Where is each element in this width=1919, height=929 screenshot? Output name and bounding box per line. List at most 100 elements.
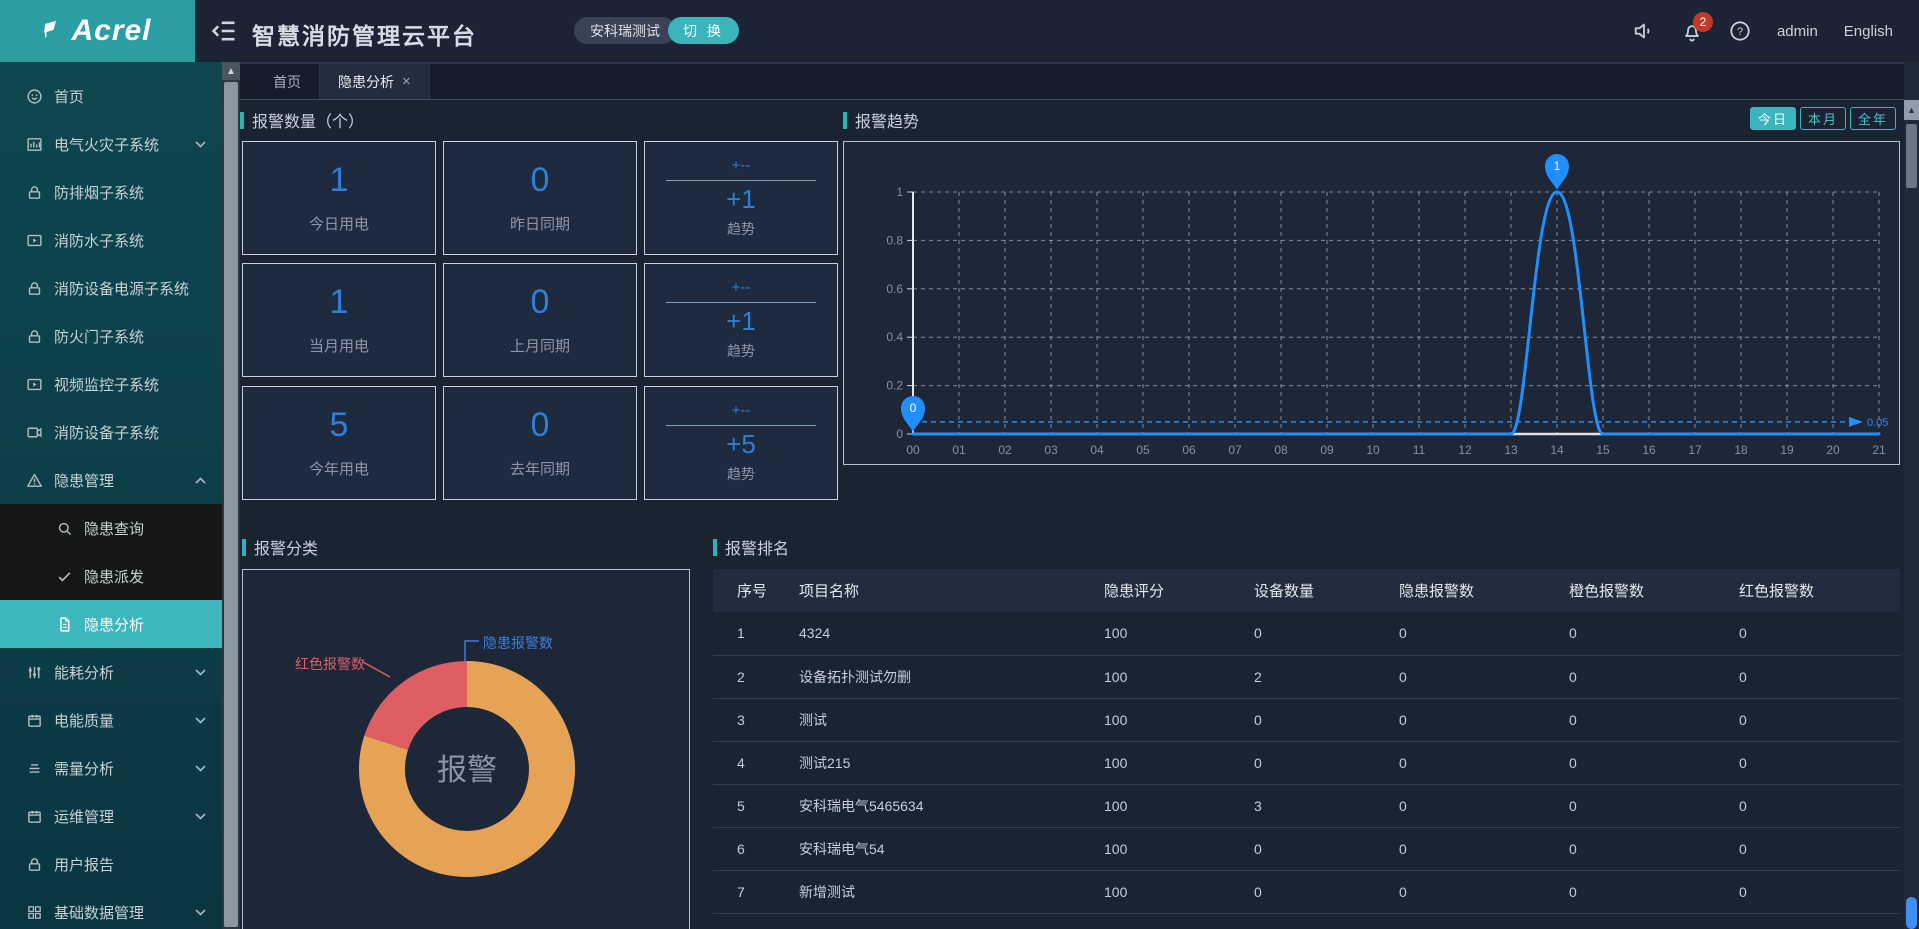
table-cell: 0	[1375, 827, 1545, 870]
svg-text:08: 08	[1274, 443, 1288, 457]
speaker-icon[interactable]	[1633, 20, 1655, 42]
svg-text:18: 18	[1734, 443, 1748, 457]
range-button-0[interactable]: 今日	[1750, 107, 1796, 130]
tab-hazard-analysis[interactable]: 隐患分析×	[320, 64, 430, 99]
card-value: 1	[330, 162, 349, 199]
table-row[interactable]: 5安科瑞电气54656341003000	[713, 784, 1900, 827]
sidebar-item-fire-door[interactable]: 防火门子系统	[0, 312, 222, 360]
svg-text:06: 06	[1182, 443, 1196, 457]
table-cell: 0	[1375, 655, 1545, 698]
search-icon	[56, 520, 73, 537]
card-label: 趋势	[727, 341, 755, 361]
table-row[interactable]: 3测试1000000	[713, 698, 1900, 741]
sidebar-item-label: 需量分析	[54, 758, 114, 779]
sidebar-item-energy-analysis[interactable]: 能耗分析	[0, 648, 222, 696]
notifications[interactable]: 2	[1681, 20, 1703, 42]
home-icon	[26, 88, 43, 105]
svg-text:10: 10	[1366, 443, 1380, 457]
sidebar-item-user-report[interactable]: 用户报告	[0, 840, 222, 888]
card-label: 当月用电	[309, 335, 369, 356]
table-cell: 0	[1230, 870, 1375, 913]
table-row[interactable]: 7新增测试1000000	[713, 870, 1900, 913]
sidebar-item-label: 用户报告	[54, 854, 114, 875]
alarm-rank-title: 报警排名	[713, 535, 789, 559]
sidebar-item-label: 隐患管理	[54, 470, 114, 491]
alarm-count-title: 报警数量（个）	[240, 108, 364, 132]
table-cell: 0	[1715, 612, 1900, 655]
alarm-category-donut: 报警	[243, 570, 689, 929]
table-scrollbar-thumb[interactable]	[1906, 897, 1917, 929]
table-row[interactable]: 143241000000	[713, 612, 1900, 655]
table-cell: 0	[1375, 612, 1545, 655]
card-label: 趋势	[727, 219, 755, 239]
table-cell: 5	[713, 784, 775, 827]
sidebar-item-fire-power[interactable]: 消防设备电源子系统	[0, 264, 222, 312]
user-menu[interactable]: admin	[1777, 23, 1818, 40]
table-row[interactable]: 6安科瑞电气541000000	[713, 827, 1900, 870]
sidebar-item-hazard-management[interactable]: 隐患管理	[0, 456, 222, 504]
sidebar-item-hazard-query[interactable]: 隐患查询	[0, 504, 222, 552]
sidebar-item-operation-management[interactable]: 运维管理	[0, 792, 222, 840]
logo-text: Acrel	[71, 14, 151, 48]
sidebar-item-label: 隐患分析	[84, 614, 144, 635]
table-cell: 0	[1545, 612, 1715, 655]
language-switch[interactable]: English	[1844, 23, 1893, 40]
sidebar-item-label: 电能质量	[54, 710, 114, 731]
svg-text:00: 00	[906, 443, 920, 457]
header-actions: 2 admin English	[1633, 0, 1893, 62]
main-scrollbar-thumb[interactable]	[1906, 124, 1917, 188]
sidebar-scroll-up-icon[interactable]: ▲	[222, 62, 240, 80]
sidebar: 首页电气火灾子系统防排烟子系统消防水子系统消防设备电源子系统防火门子系统视频监控…	[0, 62, 222, 929]
tab-home[interactable]: 首页	[255, 64, 320, 99]
check-icon	[56, 568, 73, 585]
svg-text:04: 04	[1090, 443, 1104, 457]
svg-text:0.4: 0.4	[886, 330, 903, 344]
sidebar-item-power-quality[interactable]: 电能质量	[0, 696, 222, 744]
switch-org-button[interactable]: 切 换	[668, 17, 739, 44]
sidebar-item-basic-data[interactable]: 基础数据管理	[0, 888, 222, 929]
sidebar-item-label: 消防设备子系统	[54, 422, 159, 443]
sidebar-scrollbar-thumb[interactable]	[224, 82, 238, 927]
alarm-rank-title-text: 报警排名	[725, 535, 789, 559]
sidebar-item-fire-equipment[interactable]: 消防设备子系统	[0, 408, 222, 456]
trend-card: +-- +1 趋势	[644, 263, 838, 377]
sidebar-collapse-icon[interactable]	[210, 17, 238, 45]
sidebar-item-fire-water[interactable]: 消防水子系统	[0, 216, 222, 264]
alarm-category-title: 报警分类	[242, 535, 318, 559]
trend-numerator: +--	[732, 279, 751, 296]
column-header: 隐患评分	[1080, 569, 1230, 612]
table-row[interactable]: 4测试2151000000	[713, 741, 1900, 784]
range-button-2[interactable]: 全年	[1850, 107, 1896, 130]
sidebar-item-label: 消防水子系统	[54, 230, 144, 251]
table-cell: 0	[1715, 870, 1900, 913]
range-button-1[interactable]: 本月	[1800, 107, 1846, 130]
svg-text:05: 05	[1136, 443, 1150, 457]
main-scroll-up-icon[interactable]: ▲	[1904, 100, 1919, 120]
table-row[interactable]: 2设备拓扑测试勿删1002000	[713, 655, 1900, 698]
sidebar-item-smoke-control[interactable]: 防排烟子系统	[0, 168, 222, 216]
sidebar-item-video-monitor[interactable]: 视频监控子系统	[0, 360, 222, 408]
sidebar-item-home[interactable]: 首页	[0, 72, 222, 120]
chevron-up-icon	[195, 477, 206, 484]
sidebar-item-demand-analysis[interactable]: 需量分析	[0, 744, 222, 792]
sidebar-item-hazard-dispatch[interactable]: 隐患派发	[0, 552, 222, 600]
sidebar-item-electrical-fire[interactable]: 电气火灾子系统	[0, 120, 222, 168]
table-cell: 100	[1080, 870, 1230, 913]
table-cell: 0	[1545, 655, 1715, 698]
column-header: 橙色报警数	[1545, 569, 1715, 612]
table-cell: 2	[1230, 655, 1375, 698]
trend-card: +-- +1 趋势	[644, 141, 838, 255]
close-icon[interactable]: ×	[402, 73, 411, 90]
svg-text:19: 19	[1780, 443, 1794, 457]
sidebar-scrollbar[interactable]: ▲	[222, 62, 240, 929]
svg-text:07: 07	[1228, 443, 1242, 457]
table-cell: 0	[1230, 741, 1375, 784]
stat-card: 5 今年用电	[242, 386, 436, 500]
help-icon[interactable]	[1729, 20, 1751, 42]
card-value: 1	[330, 284, 349, 321]
card-value: 0	[531, 284, 550, 321]
sidebar-item-hazard-analysis[interactable]: 隐患分析	[0, 600, 222, 648]
svg-text:0.05: 0.05	[1867, 417, 1888, 429]
main-scrollbar[interactable]: ▲	[1904, 62, 1919, 929]
stat-card: 1 当月用电	[242, 263, 436, 377]
